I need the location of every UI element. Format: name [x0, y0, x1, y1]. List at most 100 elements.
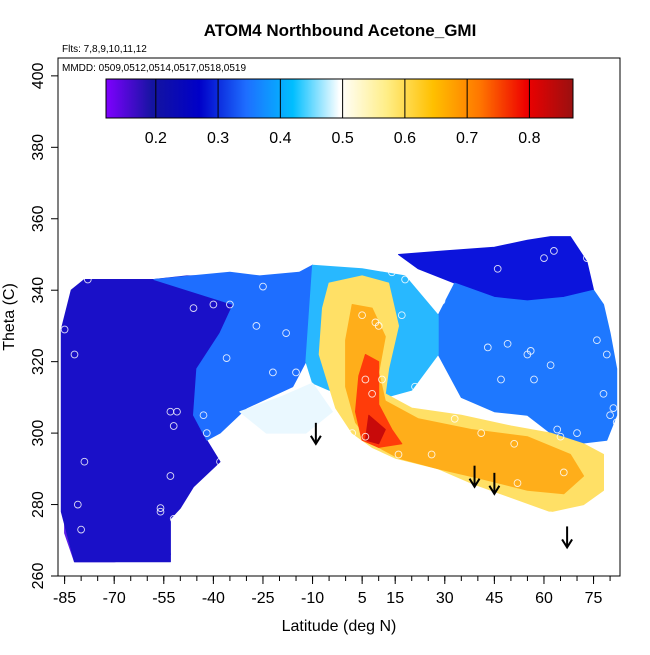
obs-point [216, 457, 224, 466]
y-tick-label: 340 [30, 277, 47, 304]
obs-point [573, 557, 581, 566]
obs-point [573, 429, 581, 437]
colorbar-tick-label: 0.7 [456, 130, 478, 147]
obs-point [513, 479, 522, 487]
obs-point [411, 382, 419, 391]
obs-point [593, 336, 601, 345]
obs-point [358, 311, 366, 320]
colorbar-tick-label: 0.2 [145, 130, 167, 147]
obs-point [397, 311, 406, 320]
obs-point [579, 550, 588, 559]
obs-point [169, 514, 178, 523]
flights-annotation: Flts: 7,8,9,10,11,12 [62, 44, 147, 55]
y-tick-label: 380 [30, 134, 47, 161]
obs-point [189, 304, 198, 312]
obs-point [609, 439, 618, 448]
x-tick-label: 75 [585, 590, 603, 607]
obs-point [378, 375, 386, 384]
y-tick-label: 320 [30, 348, 47, 375]
obs-point [503, 339, 512, 348]
obs-point [477, 429, 486, 437]
x-tick-label: 60 [535, 590, 553, 607]
arrow-head [310, 435, 322, 446]
colorbar: 0.2 0.3 0.4 0.5 0.6 0.7 0.8 [105, 78, 574, 147]
obs-point [282, 329, 290, 337]
obs-point [559, 468, 568, 477]
obs-point [361, 375, 370, 384]
obs-point [70, 350, 79, 359]
arrow-head [561, 538, 573, 550]
obs-point [546, 511, 555, 520]
obs-point [394, 450, 403, 459]
obs-point [199, 411, 208, 420]
obs-point [596, 236, 605, 245]
obs-point [553, 425, 562, 434]
obs-point [169, 422, 178, 430]
obs-point [83, 275, 92, 284]
x-tick-label: 45 [485, 590, 503, 607]
x-tick-label: 5 [358, 590, 367, 607]
obs-point [401, 275, 409, 284]
obs-point [209, 300, 218, 309]
obs-point [510, 439, 519, 448]
y-tick-label: 280 [30, 491, 47, 518]
obs-point [80, 457, 89, 466]
obs-point [348, 429, 357, 437]
x-tick-label: 30 [436, 590, 454, 607]
y-tick-label: 360 [30, 205, 47, 232]
obs-point [166, 472, 175, 480]
arrow-head [468, 478, 481, 489]
obs-point [388, 268, 396, 277]
obs-point [60, 325, 69, 334]
obs-point [437, 297, 446, 305]
obs-point [450, 414, 459, 423]
colorbar-tick-label: 0.3 [207, 130, 229, 147]
obs-point [252, 322, 261, 330]
heat-region-mid-blue [153, 264, 314, 441]
obs-point [156, 507, 165, 516]
obs-point [77, 525, 85, 534]
x-tick-label: -55 [152, 590, 175, 607]
obs-point [321, 429, 330, 437]
heat-region-plume-core [364, 414, 386, 445]
x-tick-label: -40 [202, 590, 225, 607]
obs-point [292, 368, 300, 377]
y-axis-label: Theta (C) [1, 283, 18, 351]
obs-point [427, 450, 436, 459]
dates-annotation: MMDD: 0509,0512,0514,0517,0518,0519 [62, 63, 246, 74]
obs-point [73, 500, 82, 509]
obs-point [540, 254, 548, 262]
obs-point [550, 247, 558, 255]
obs-point [526, 347, 535, 355]
y-axis: 260 280 300 320 340 360 380 400 [30, 62, 58, 589]
y-tick-label: 300 [30, 420, 47, 447]
x-tick-label: -70 [103, 590, 126, 607]
x-tick-label: 15 [386, 590, 404, 607]
obs-point [583, 254, 591, 262]
obs-point [156, 504, 165, 512]
obs-point [556, 432, 565, 441]
obs-point [602, 350, 611, 359]
colorbar-tick-label: 0.4 [269, 130, 291, 147]
obs-point [483, 411, 492, 420]
colorbar-tick-label: 0.5 [331, 130, 353, 147]
obs-point [173, 407, 181, 416]
obs-point [606, 411, 614, 420]
x-tick-label: -10 [301, 590, 324, 607]
obs-point [245, 429, 254, 437]
obs-point [222, 354, 231, 362]
obs-point [599, 389, 608, 398]
colorbar-frame [105, 78, 574, 119]
obs-point [546, 361, 555, 370]
obs-point [530, 375, 538, 384]
obs-point [483, 343, 492, 352]
heat-region-northern-midblue [437, 282, 618, 445]
arrow-head [488, 485, 501, 496]
observation-points [60, 236, 621, 566]
heat-region-pale-ridge [239, 382, 333, 434]
x-tick-label: -25 [251, 590, 274, 607]
obs-point [596, 547, 605, 555]
plot-frame [57, 57, 621, 577]
obs-point [371, 318, 380, 327]
